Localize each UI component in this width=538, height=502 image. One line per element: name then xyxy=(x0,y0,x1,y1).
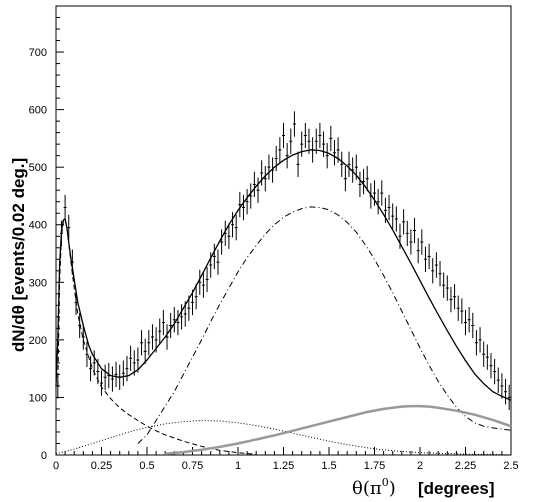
y-tick-label: 500 xyxy=(29,162,47,174)
x-axis-title-symbol: θ(π xyxy=(352,478,382,499)
x-axis-title: θ(π0) xyxy=(352,476,396,499)
x-tick-label: 1 xyxy=(235,460,241,472)
x-tick-label: 0.75 xyxy=(182,460,203,472)
y-tick-label: 200 xyxy=(29,335,47,347)
x-axis-title-close: ) xyxy=(389,478,396,499)
x-tick-label: 0 xyxy=(53,460,59,472)
x-axis-ticks: 0 0.25 0.5 0.75 1 1.25 1.5 1.75 2 2.25 2.5 xyxy=(53,447,519,472)
x-tick-label: 2.5 xyxy=(503,460,518,472)
y-axis-title: dN/dθ [events/0.02 deg.] xyxy=(9,158,28,352)
y-tick-label: 400 xyxy=(29,220,47,232)
x-tick-label: 1.75 xyxy=(364,460,385,472)
y-tick-label: 600 xyxy=(29,105,47,117)
x-tick-label: 2 xyxy=(417,460,423,472)
data-points xyxy=(56,111,511,411)
y-axis-ticks: 0 100 200 300 400 500 600 700 xyxy=(29,17,64,462)
x-tick-label: 0.5 xyxy=(139,460,154,472)
curve-dashed xyxy=(57,219,257,455)
y-tick-label: 700 xyxy=(29,47,47,59)
plot-frame xyxy=(55,5,512,456)
x-tick-label: 1.5 xyxy=(321,460,336,472)
y-tick-label: 300 xyxy=(29,277,47,289)
curve-solid xyxy=(55,149,512,401)
x-axis-unit: [degrees] xyxy=(418,479,495,498)
fit-curves xyxy=(55,149,512,456)
curve-solid-gray xyxy=(165,404,512,456)
x-tick-label: 0.25 xyxy=(91,460,112,472)
x-tick-label: 1.25 xyxy=(273,460,294,472)
curve-dashdot xyxy=(137,206,512,444)
x-axis-title-superscript: 0 xyxy=(382,476,389,489)
x-tick-label: 2.25 xyxy=(455,460,476,472)
y-tick-label: 100 xyxy=(29,392,47,404)
y-tick-label: 0 xyxy=(41,450,47,462)
